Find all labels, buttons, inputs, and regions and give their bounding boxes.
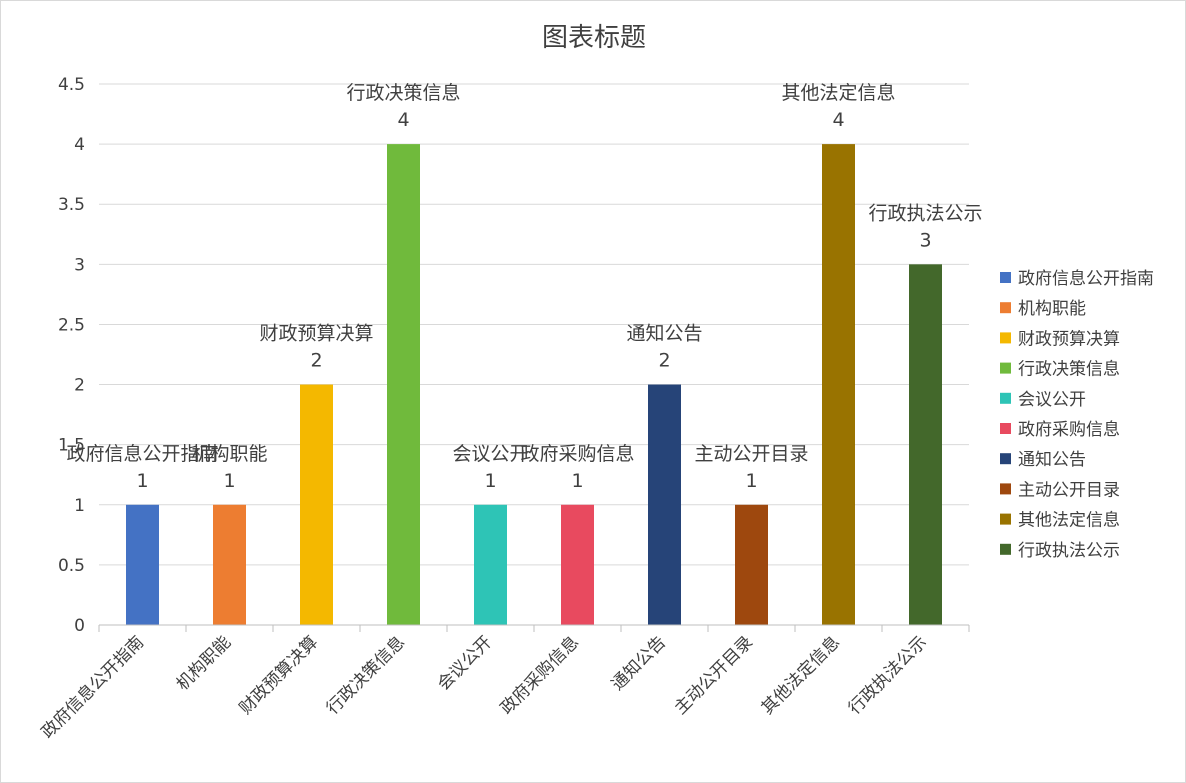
bar (822, 144, 855, 625)
chart-title: 图表标题 (542, 23, 646, 53)
legend-item: 行政执法公示 (1000, 541, 1120, 561)
data-label-value: 2 (310, 350, 322, 372)
x-tick-label: 行政决策信息 (323, 632, 409, 718)
data-label-value: 1 (745, 470, 757, 492)
x-tick-label: 行政执法公示 (845, 632, 931, 718)
legend-label: 通知公告 (1018, 450, 1086, 470)
legend: 政府信息公开指南机构职能财政预算决算行政决策信息会议公开政府采购信息通知公告主动… (1000, 269, 1154, 561)
legend-item: 行政决策信息 (1000, 360, 1120, 380)
x-tick-label: 其他法定信息 (758, 632, 844, 718)
data-label-category: 行政决策信息 (346, 82, 460, 104)
legend-label: 主动公开目录 (1018, 480, 1120, 500)
data-label-value: 1 (571, 470, 583, 492)
data-label-value: 3 (919, 229, 931, 251)
legend-item: 会议公开 (1000, 390, 1086, 410)
legend-swatch (1000, 272, 1011, 283)
legend-label: 财政预算决算 (1018, 329, 1120, 349)
legend-label: 机构职能 (1018, 299, 1086, 319)
data-label-category: 会议公开 (452, 443, 528, 465)
legend-swatch (1000, 302, 1011, 314)
bar (735, 504, 768, 625)
bar (300, 384, 333, 625)
x-tick-label: 会议公开 (434, 632, 496, 694)
data-label-value: 4 (397, 109, 409, 131)
data-label-category: 机构职能 (191, 443, 267, 465)
legend-label: 行政执法公示 (1018, 541, 1120, 561)
legend-item: 政府信息公开指南 (1000, 269, 1154, 289)
legend-swatch (1000, 543, 1011, 555)
legend-item: 其他法定信息 (1000, 511, 1120, 531)
legend-label: 政府信息公开指南 (1018, 269, 1154, 289)
data-label-category: 政府信息公开指南 (66, 443, 218, 465)
data-label-value: 4 (832, 109, 844, 131)
data-label-value: 2 (658, 350, 670, 372)
x-tick-label: 政府采购信息 (497, 632, 583, 718)
data-label-value: 1 (484, 470, 496, 492)
data-label-value: 1 (223, 470, 235, 492)
x-tick-label: 主动公开目录 (671, 632, 757, 718)
y-tick-label: 2.5 (58, 315, 85, 335)
data-labels: 政府信息公开指南1机构职能1财政预算决算2行政决策信息4会议公开1政府采购信息1… (66, 82, 982, 492)
bar (648, 384, 681, 625)
x-tick-label: 政府信息公开指南 (38, 632, 148, 742)
legend-swatch (1000, 423, 1011, 434)
y-tick-label: 1 (74, 496, 85, 516)
bars (126, 144, 942, 625)
y-tick-label: 0 (74, 616, 85, 636)
bar (213, 504, 246, 625)
bar (909, 264, 942, 625)
y-tick-label: 1.5 (58, 436, 85, 456)
x-axis: 政府信息公开指南 机构职能 财政预算决算 行政决策信息 会议公开 政府采购信息 通知公告 主动… (38, 624, 970, 743)
bar (474, 504, 507, 625)
x-tick-label: 机构职能 (173, 632, 235, 694)
legend-item: 政府采购信息 (1000, 420, 1120, 440)
legend-swatch (1000, 392, 1011, 404)
legend-label: 政府采购信息 (1018, 420, 1120, 440)
y-tick-label: 4.5 (58, 75, 85, 95)
data-label-category: 通知公告 (626, 323, 702, 345)
legend-swatch (1000, 362, 1011, 374)
bar (387, 144, 420, 625)
y-tick-label: 0.5 (58, 556, 85, 576)
legend-swatch (1000, 453, 1011, 465)
bar (126, 504, 159, 625)
legend-item: 通知公告 (1000, 450, 1086, 470)
y-axis: 0 0.5 1 1.5 2 2.5 3 3.5 4 4.5 (58, 75, 85, 636)
y-tick-label: 3.5 (58, 195, 85, 215)
x-tick-label: 财政预算决算 (236, 632, 322, 718)
y-tick-label: 2 (74, 376, 85, 396)
y-tick-label: 4 (74, 135, 85, 155)
legend-swatch (1000, 513, 1011, 525)
y-tick-label: 3 (74, 255, 85, 275)
bar (561, 504, 594, 625)
legend-swatch (1000, 332, 1011, 344)
data-label-category: 政府采购信息 (520, 443, 634, 465)
legend-label: 其他法定信息 (1018, 511, 1120, 531)
legend-item: 机构职能 (1000, 299, 1086, 319)
data-label-category: 其他法定信息 (781, 82, 895, 104)
x-tick-label: 通知公告 (608, 632, 670, 694)
data-label-category: 主动公开目录 (694, 443, 808, 465)
legend-item: 主动公开目录 (1000, 480, 1120, 500)
legend-item: 财政预算决算 (1000, 329, 1120, 349)
legend-label: 会议公开 (1018, 390, 1086, 410)
data-label-category: 财政预算决算 (259, 323, 373, 345)
data-label-category: 行政执法公示 (868, 202, 982, 224)
legend-swatch (1000, 483, 1011, 495)
legend-label: 行政决策信息 (1018, 360, 1120, 380)
data-label-value: 1 (136, 470, 148, 492)
